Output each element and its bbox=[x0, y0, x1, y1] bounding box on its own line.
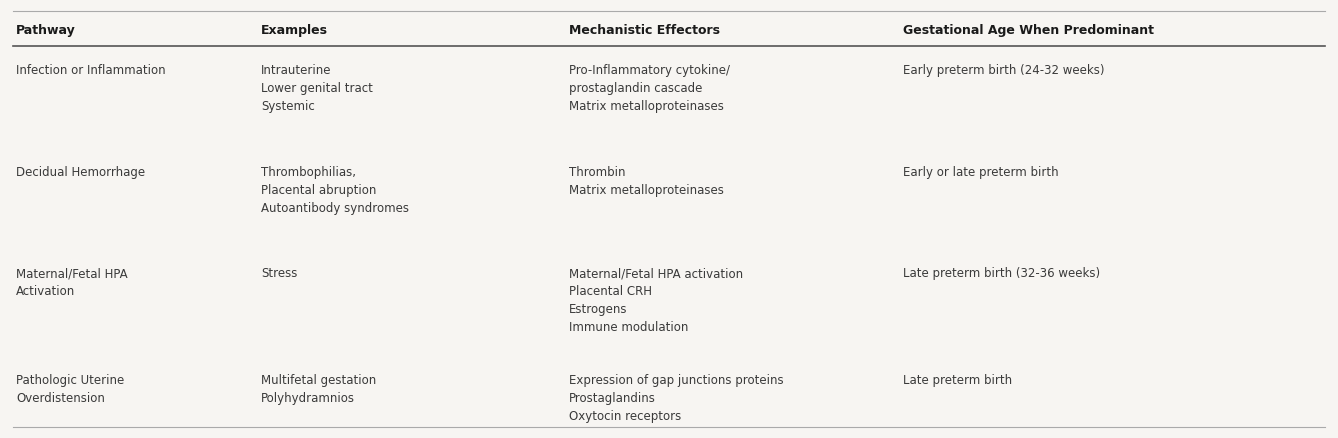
Text: Pathologic Uterine
Overdistension: Pathologic Uterine Overdistension bbox=[16, 374, 124, 406]
Text: Decidual Hemorrhage: Decidual Hemorrhage bbox=[16, 166, 146, 180]
Text: Maternal/Fetal HPA
Activation: Maternal/Fetal HPA Activation bbox=[16, 267, 127, 298]
Text: Maternal/Fetal HPA activation
Placental CRH
Estrogens
Immune modulation: Maternal/Fetal HPA activation Placental … bbox=[569, 267, 743, 334]
Text: Late preterm birth: Late preterm birth bbox=[903, 374, 1013, 388]
Text: Early preterm birth (24-32 weeks): Early preterm birth (24-32 weeks) bbox=[903, 64, 1105, 77]
Text: Gestational Age When Predominant: Gestational Age When Predominant bbox=[903, 24, 1155, 37]
Text: Late preterm birth (32-36 weeks): Late preterm birth (32-36 weeks) bbox=[903, 267, 1100, 280]
Text: Intrauterine
Lower genital tract
Systemic: Intrauterine Lower genital tract Systemi… bbox=[261, 64, 373, 113]
Text: Infection or Inflammation: Infection or Inflammation bbox=[16, 64, 166, 77]
Text: Examples: Examples bbox=[261, 24, 328, 37]
Text: Stress: Stress bbox=[261, 267, 297, 280]
Text: Early or late preterm birth: Early or late preterm birth bbox=[903, 166, 1058, 180]
Text: Mechanistic Effectors: Mechanistic Effectors bbox=[569, 24, 720, 37]
Text: Expression of gap junctions proteins
Prostaglandins
Oxytocin receptors: Expression of gap junctions proteins Pro… bbox=[569, 374, 783, 424]
Text: Pro-Inflammatory cytokine/
prostaglandin cascade
Matrix metalloproteinases: Pro-Inflammatory cytokine/ prostaglandin… bbox=[569, 64, 729, 113]
Text: Thrombin
Matrix metalloproteinases: Thrombin Matrix metalloproteinases bbox=[569, 166, 724, 198]
Text: Thrombophilias,
Placental abruption
Autoantibody syndromes: Thrombophilias, Placental abruption Auto… bbox=[261, 166, 409, 215]
Text: Multifetal gestation
Polyhydramnios: Multifetal gestation Polyhydramnios bbox=[261, 374, 376, 406]
Text: Pathway: Pathway bbox=[16, 24, 76, 37]
